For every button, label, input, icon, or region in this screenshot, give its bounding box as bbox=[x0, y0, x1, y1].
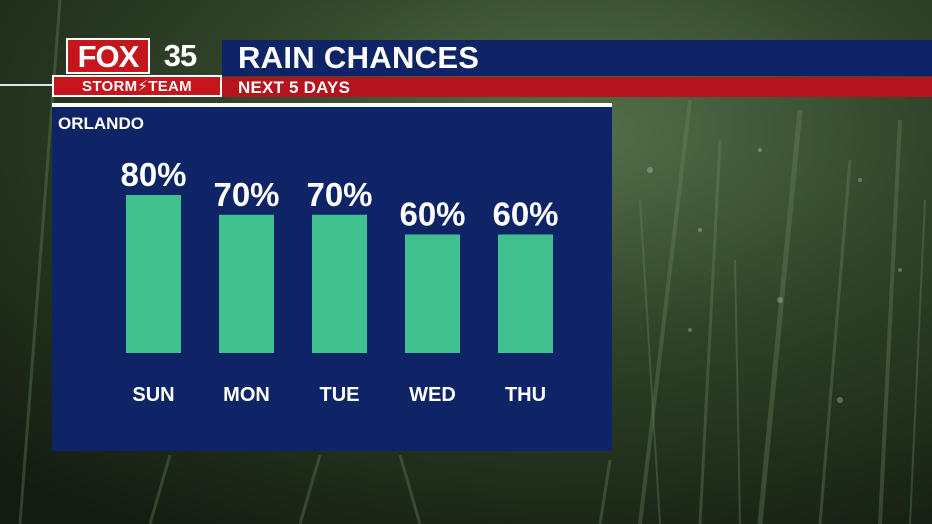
category-label-sun: SUN bbox=[132, 384, 174, 406]
header-left-rule bbox=[0, 84, 52, 86]
bar-thu bbox=[498, 234, 553, 353]
bar-mon bbox=[219, 214, 274, 353]
fox-logo: FOX bbox=[66, 38, 150, 74]
header-title-bar bbox=[222, 40, 932, 76]
data-label-wed: 60% bbox=[399, 196, 465, 233]
bar-sun bbox=[126, 195, 181, 353]
location-label: ORLANDO bbox=[58, 114, 144, 133]
header-subtitle-bar bbox=[222, 77, 932, 97]
category-label-tue: TUE bbox=[320, 384, 360, 406]
rain-chance-bar-chart: 80% SUN 70% MON 70% TUE 60% WED 60% THU bbox=[120, 156, 558, 406]
panel-top-rule bbox=[52, 103, 612, 107]
bar-wed bbox=[405, 234, 460, 353]
category-label-thu: THU bbox=[505, 384, 546, 406]
category-label-wed: WED bbox=[409, 384, 456, 406]
category-label-mon: MON bbox=[223, 384, 270, 406]
data-label-tue: 70% bbox=[306, 176, 372, 213]
data-label-thu: 60% bbox=[492, 196, 558, 233]
storm-team-logo: STORM⚡TEAM bbox=[52, 75, 222, 97]
channel-number-logo: 35 bbox=[163, 38, 197, 73]
data-label-sun: 80% bbox=[120, 156, 186, 193]
bar-tue bbox=[312, 214, 367, 353]
chart-title: RAIN CHANCES bbox=[238, 40, 480, 75]
chart-subtitle: NEXT 5 DAYS bbox=[238, 78, 351, 97]
data-label-mon: 70% bbox=[213, 176, 279, 213]
